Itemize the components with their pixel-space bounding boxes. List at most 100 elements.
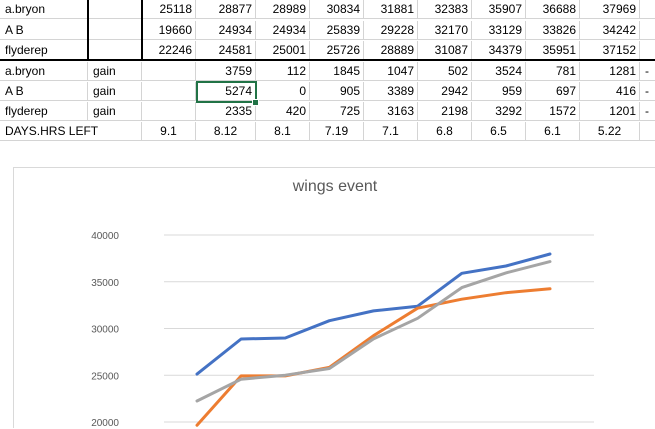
data-cell[interactable]: 32170 — [418, 21, 472, 40]
data-cell[interactable]: 29228 — [364, 21, 418, 40]
data-cell[interactable]: 3524 — [472, 62, 526, 81]
y-tick-label: 25000 — [91, 371, 119, 382]
line-chart[interactable]: wings event 40000 35000 30000 25000 20000 — [13, 167, 655, 429]
data-cell[interactable]: 7.19 — [310, 122, 364, 141]
fill-handle[interactable] — [252, 99, 259, 106]
data-cell[interactable]: 1845 — [310, 62, 364, 81]
data-cell[interactable]: 2942 — [418, 82, 472, 101]
data-cell[interactable]: 25726 — [310, 41, 364, 60]
row-name-cell[interactable]: a.bryon — [0, 62, 88, 81]
table-row: A B 19660 24934 24934 25839 29228 32170 33129 33… — [0, 21, 655, 41]
data-cell[interactable]: 35907 — [472, 0, 526, 19]
data-cell[interactable]: 1047 — [364, 62, 418, 81]
data-cell[interactable]: 28889 — [364, 41, 418, 60]
data-cell[interactable]: - — [640, 102, 655, 121]
data-cell[interactable]: 24934 — [196, 21, 256, 40]
row-label-cell[interactable] — [88, 41, 142, 60]
data-cell[interactable]: 0 — [256, 82, 310, 101]
row-label-cell[interactable]: gain — [88, 62, 142, 81]
data-cell[interactable]: 781 — [526, 62, 580, 81]
data-cell[interactable]: 1281 — [580, 62, 640, 81]
data-cell[interactable]: 112 — [256, 62, 310, 81]
data-cell[interactable] — [640, 41, 655, 60]
series-line-3[interactable] — [195, 260, 552, 403]
data-cell[interactable] — [142, 62, 196, 81]
data-cell[interactable]: 28989 — [256, 0, 310, 19]
series-line-2[interactable] — [195, 287, 552, 427]
data-cell[interactable]: 6.8 — [418, 122, 472, 141]
data-cell[interactable]: 37152 — [580, 41, 640, 60]
row-name-cell[interactable]: A B — [0, 21, 88, 40]
data-cell[interactable]: 25839 — [310, 21, 364, 40]
data-cell[interactable]: 9.1 — [142, 122, 196, 141]
data-cell[interactable]: - — [640, 62, 655, 81]
row-name-cell[interactable]: DAYS.HRS LEFT — [0, 122, 142, 141]
data-cell[interactable] — [640, 0, 655, 19]
row-label-cell[interactable] — [88, 21, 142, 40]
data-cell[interactable]: 8.12 — [196, 122, 256, 141]
data-cell[interactable]: 22246 — [142, 41, 196, 60]
data-cell[interactable]: 32383 — [418, 0, 472, 19]
data-cell[interactable]: 5.22 — [580, 122, 640, 141]
data-cell[interactable]: 33826 — [526, 21, 580, 40]
y-tick-label: 35000 — [91, 278, 119, 289]
data-cell[interactable]: 416 — [580, 82, 640, 101]
row-name-cell[interactable]: a.bryon — [0, 0, 88, 19]
data-cell[interactable]: 2198 — [418, 102, 472, 121]
row-label-cell[interactable]: gain — [88, 82, 142, 101]
row-name-cell[interactable]: A B — [0, 82, 88, 101]
chart-title: wings event — [292, 178, 378, 195]
data-cell[interactable] — [142, 102, 196, 121]
series-line-1[interactable] — [195, 252, 552, 376]
data-cell[interactable]: - — [640, 82, 655, 101]
data-cell[interactable]: 3292 — [472, 102, 526, 121]
data-cell[interactable]: 25118 — [142, 0, 196, 19]
data-cell[interactable]: 3389 — [364, 82, 418, 101]
chart-plot: 40000 35000 30000 25000 20000 — [91, 231, 594, 429]
data-cell[interactable]: 33129 — [472, 21, 526, 40]
data-cell[interactable]: 24934 — [256, 21, 310, 40]
data-cell[interactable]: 36688 — [526, 0, 580, 19]
table-row: flyderep 22246 24581 25001 25726 28889 31087 34… — [0, 41, 655, 61]
data-cell[interactable]: 1201 — [580, 102, 640, 121]
data-cell[interactable]: 6.5 — [472, 122, 526, 141]
data-cell[interactable]: 959 — [472, 82, 526, 101]
data-cell[interactable]: 34242 — [580, 21, 640, 40]
data-cell[interactable]: 1572 — [526, 102, 580, 121]
y-tick-label: 20000 — [91, 418, 119, 429]
data-cell[interactable]: 7.1 — [364, 122, 418, 141]
data-cell[interactable]: 697 — [526, 82, 580, 101]
row-name-cell[interactable]: flyderep — [0, 41, 88, 60]
table-row: a.bryon gain 3759 112 1845 1047 502 3524 781 1281… — [0, 62, 655, 82]
data-cell[interactable]: 725 — [310, 102, 364, 121]
row-label-cell[interactable] — [88, 0, 142, 19]
data-cell[interactable]: 8.1 — [256, 122, 310, 141]
data-cell[interactable]: 3163 — [364, 102, 418, 121]
data-cell[interactable] — [640, 122, 655, 141]
data-cell[interactable]: 35951 — [526, 41, 580, 60]
data-cell[interactable]: 24581 — [196, 41, 256, 60]
table-row: DAYS.HRS LEFT 9.1 8.12 8.1 7.19 7.1 6.8 6.5 6.1 5… — [0, 122, 655, 142]
selected-cell[interactable] — [196, 81, 257, 103]
data-cell[interactable]: 2335 — [196, 102, 256, 121]
data-cell[interactable]: 420 — [256, 102, 310, 121]
data-cell[interactable] — [142, 82, 196, 101]
data-cell[interactable]: 3759 — [196, 62, 256, 81]
data-cell[interactable]: 31881 — [364, 0, 418, 19]
data-cell[interactable]: 6.1 — [526, 122, 580, 141]
data-cell[interactable]: 37969 — [580, 0, 640, 19]
data-cell[interactable]: 905 — [310, 82, 364, 101]
row-label-cell[interactable]: gain — [88, 102, 142, 121]
data-cell[interactable] — [640, 21, 655, 40]
data-cell[interactable]: 28877 — [196, 0, 256, 19]
data-cell[interactable]: 25001 — [256, 41, 310, 60]
data-cell[interactable]: 19660 — [142, 21, 196, 40]
data-cell[interactable]: 31087 — [418, 41, 472, 60]
data-cell[interactable]: 502 — [418, 62, 472, 81]
spreadsheet-grid: a.bryon 25118 28877 28989 30834 31881 32383 359… — [0, 0, 655, 145]
data-cell[interactable]: 30834 — [310, 0, 364, 19]
y-tick-label: 40000 — [91, 231, 119, 242]
row-name-cell[interactable]: flyderep — [0, 102, 88, 121]
data-cell[interactable]: 34379 — [472, 41, 526, 60]
